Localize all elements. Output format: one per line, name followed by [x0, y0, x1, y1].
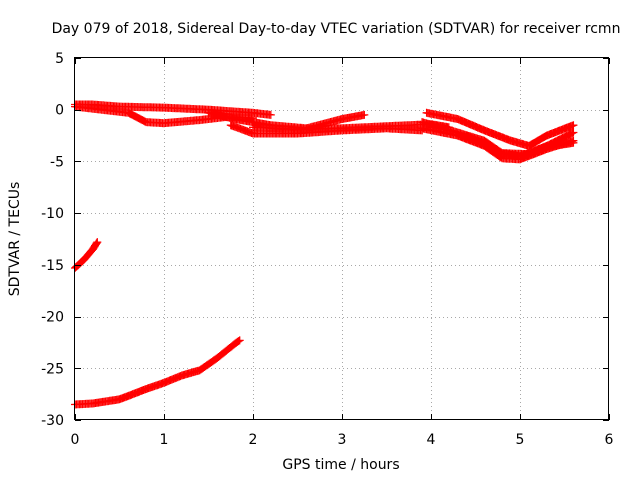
y-tick-label: -10 — [41, 206, 64, 222]
x-tick-label: 3 — [338, 432, 347, 448]
chart-title: Day 079 of 2018, Sidereal Day-to-day VTE… — [52, 21, 621, 37]
y-tick-label: -5 — [50, 154, 64, 170]
y-tick-label: 5 — [55, 51, 64, 67]
x-tick-label: 0 — [71, 432, 80, 448]
x-tick-label: 1 — [160, 432, 169, 448]
x-tick-label: 2 — [249, 432, 258, 448]
x-axis-label: GPS time / hours — [282, 457, 399, 473]
y-tick-label: -30 — [41, 413, 64, 429]
x-tick-label: 5 — [516, 432, 525, 448]
axis-ticks — [75, 58, 610, 421]
data-point-markers — [462, 131, 578, 159]
y-tick-label: 0 — [55, 103, 64, 119]
plot-frame — [74, 57, 609, 420]
y-tick-label: -20 — [41, 310, 64, 326]
tick-labels: 0 1 2 3 4 5 6 5 0 -5 -10 -15 -20 -25 -30 — [41, 51, 613, 448]
series-track-right-d — [462, 131, 578, 159]
y-axis-label: SDTVAR / TECUs — [7, 182, 23, 297]
x-tick-label: 4 — [427, 432, 436, 448]
y-tick-label: -15 — [41, 258, 64, 274]
data-point-markers — [422, 108, 578, 150]
series-track-right-a — [422, 108, 578, 150]
x-tick-label: 6 — [605, 432, 614, 448]
y-tick-label: -25 — [41, 361, 64, 377]
